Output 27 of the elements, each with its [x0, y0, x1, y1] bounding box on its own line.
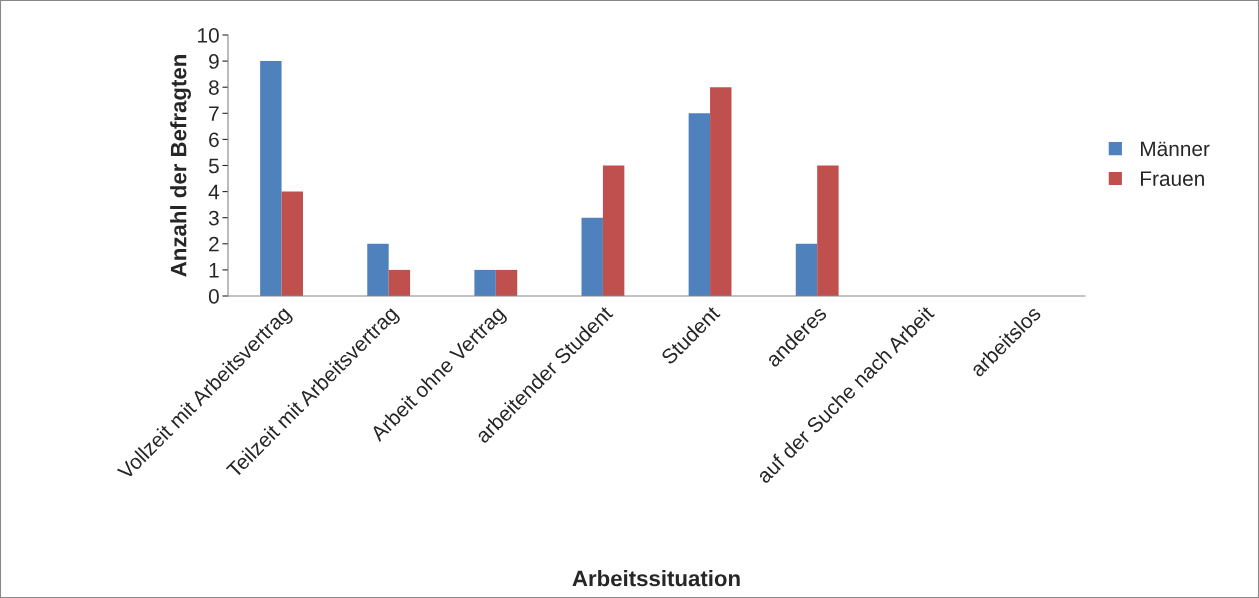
- bar: [260, 61, 282, 296]
- y-tick-label: 1: [209, 263, 219, 278]
- bar: [710, 87, 732, 296]
- bar: [581, 217, 603, 296]
- x-axis-title: Arbeitssituation: [572, 570, 740, 587]
- bar: [388, 269, 411, 296]
- bar: [367, 243, 389, 296]
- y-tick-label: 0: [208, 289, 219, 304]
- y-tick-label: 9: [209, 54, 219, 69]
- legend-label: Männer: [1140, 141, 1210, 157]
- y-tick-label: 7: [209, 106, 219, 121]
- y-tick-label: 3: [208, 210, 219, 226]
- y-tick-label: 8: [208, 80, 219, 95]
- bar: [795, 243, 818, 296]
- y-axis-title: Anzahl der Befragten: [170, 55, 191, 277]
- y-tick-label: 4: [208, 184, 220, 200]
- bar: [281, 191, 303, 296]
- bar: [495, 269, 518, 296]
- y-tick-label: 6: [209, 132, 219, 148]
- legend-label: Frauen: [1140, 171, 1204, 187]
- bar: [817, 165, 839, 296]
- y-tick-label: 2: [209, 236, 219, 252]
- y-tick-label: 10: [198, 28, 219, 43]
- bar: [474, 269, 496, 296]
- bar: [602, 165, 625, 296]
- y-tick-label: 5: [208, 158, 219, 174]
- bar: [688, 113, 711, 296]
